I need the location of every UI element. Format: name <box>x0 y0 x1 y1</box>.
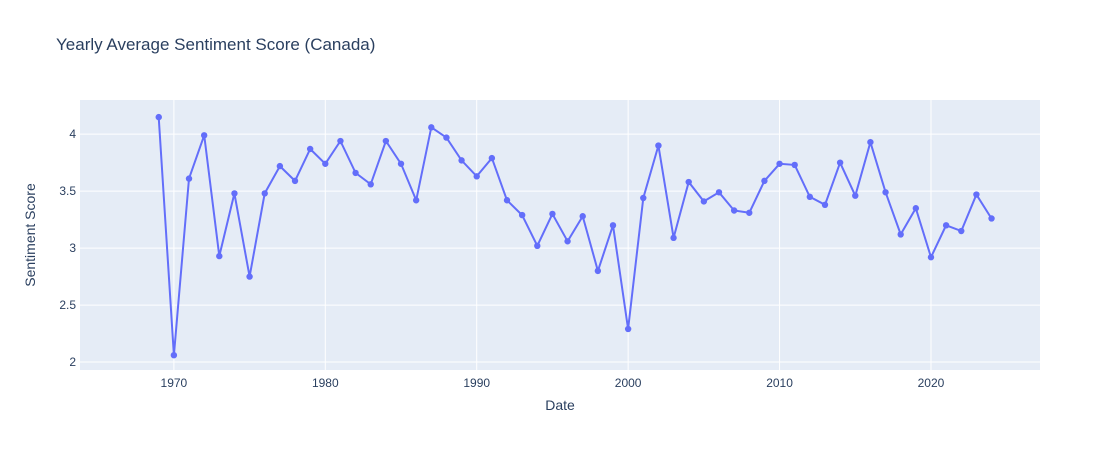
data-point[interactable] <box>836 159 844 166</box>
data-point[interactable] <box>912 205 920 212</box>
data-point[interactable] <box>685 178 692 186</box>
data-point[interactable] <box>867 138 874 146</box>
data-point[interactable] <box>988 215 995 222</box>
y-tick-label: 3 <box>69 241 76 255</box>
data-point[interactable] <box>746 209 753 216</box>
data-point[interactable] <box>518 211 526 219</box>
y-axis-label: Sentiment Score <box>22 183 38 287</box>
plot-background <box>80 100 1040 370</box>
series-markers <box>155 113 995 359</box>
data-point[interactable] <box>776 160 783 167</box>
data-point[interactable] <box>821 201 829 209</box>
data-point[interactable] <box>791 161 798 169</box>
data-point[interactable] <box>564 238 571 245</box>
x-tick-label: 2000 <box>615 376 642 390</box>
data-point[interactable] <box>609 222 617 229</box>
data-point[interactable] <box>534 242 541 250</box>
data-point[interactable] <box>852 192 859 199</box>
data-point[interactable] <box>503 197 511 204</box>
data-point[interactable] <box>640 194 647 202</box>
data-point[interactable] <box>594 267 602 275</box>
data-point[interactable] <box>428 124 435 131</box>
data-point[interactable] <box>246 273 253 280</box>
x-tick-label: 2010 <box>766 376 793 390</box>
x-tick-label: 1980 <box>312 376 339 390</box>
data-point[interactable] <box>579 213 586 220</box>
data-point[interactable] <box>730 207 738 214</box>
data-point[interactable] <box>715 189 723 196</box>
series-line <box>157 117 993 356</box>
data-point[interactable] <box>473 173 480 180</box>
data-point[interactable] <box>306 145 314 153</box>
data-point[interactable] <box>276 162 284 170</box>
data-point[interactable] <box>958 227 965 235</box>
data-point[interactable] <box>443 134 450 141</box>
data-point[interactable] <box>412 197 420 204</box>
y-tick-label: 2.5 <box>59 298 76 312</box>
y-gridlines <box>80 133 1040 363</box>
data-point[interactable] <box>973 191 980 198</box>
data-point[interactable] <box>761 177 768 185</box>
x-tick-label: 1990 <box>463 376 490 390</box>
data-point[interactable] <box>942 222 950 229</box>
data-point[interactable] <box>185 175 193 182</box>
data-point[interactable] <box>624 325 632 333</box>
data-point[interactable] <box>352 169 359 177</box>
data-point[interactable] <box>806 193 814 201</box>
data-point[interactable] <box>322 160 329 167</box>
y-tick-label: 2 <box>69 355 76 369</box>
chart-title: Yearly Average Sentiment Score (Canada) <box>56 35 375 54</box>
data-point[interactable] <box>291 177 299 185</box>
data-point[interactable] <box>897 231 904 238</box>
data-point[interactable] <box>367 181 374 188</box>
x-tick-labels: 1970 1980 1990 2000 2010 2020 <box>161 376 945 390</box>
x-gridlines <box>173 100 932 370</box>
data-point[interactable] <box>670 234 677 242</box>
x-tick-label: 2020 <box>918 376 945 390</box>
data-point[interactable] <box>382 137 390 145</box>
data-point[interactable] <box>337 137 344 145</box>
data-point[interactable] <box>200 132 208 139</box>
data-point[interactable] <box>397 160 405 167</box>
data-point[interactable] <box>549 210 556 218</box>
data-point[interactable] <box>261 190 268 197</box>
data-point[interactable] <box>655 142 662 149</box>
data-point[interactable] <box>927 254 935 261</box>
y-tick-labels: 2 2.5 3 3.5 4 <box>59 127 76 369</box>
data-point[interactable] <box>216 252 223 260</box>
x-tick-label: 1970 <box>161 376 188 390</box>
data-point[interactable] <box>700 198 708 205</box>
y-tick-label: 3.5 <box>59 184 76 198</box>
data-point[interactable] <box>882 189 889 196</box>
data-point[interactable] <box>458 157 465 164</box>
y-tick-label: 4 <box>69 127 76 141</box>
data-point[interactable] <box>488 154 496 162</box>
data-point[interactable] <box>170 351 178 359</box>
data-point[interactable] <box>231 190 238 197</box>
data-point[interactable] <box>155 113 162 121</box>
x-axis-label: Date <box>545 397 575 413</box>
